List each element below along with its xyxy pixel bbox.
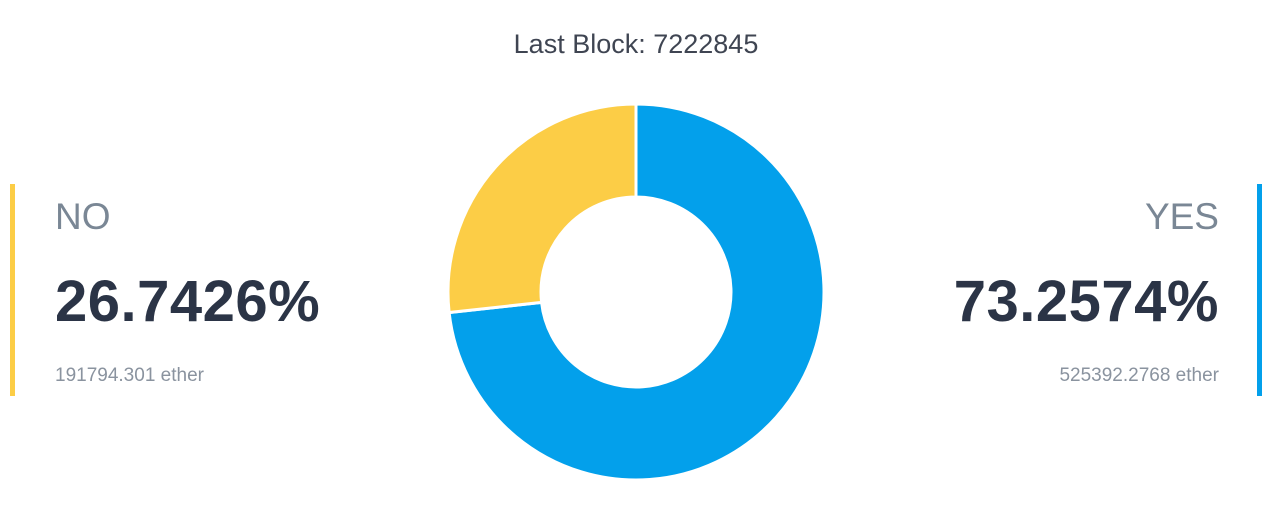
- last-block-title: Last Block: 7222845: [513, 29, 759, 59]
- donut-slices: [446, 102, 826, 482]
- donut-chart: [446, 102, 826, 482]
- yes-percent: 73.2574%: [953, 269, 1219, 334]
- donut-slice-no: [446, 102, 638, 315]
- yes-result-panel: YES 73.2574% 525392.2768 ether: [837, 184, 1262, 396]
- yes-label: YES: [1144, 196, 1219, 237]
- yes-amount: 525392.2768 ether: [1059, 365, 1219, 386]
- donut-slice-yes: [447, 102, 826, 482]
- no-result-panel: NO 26.7426% 191794.301 ether: [10, 184, 435, 396]
- no-amount: 191794.301 ether: [55, 365, 204, 386]
- no-percent: 26.7426%: [55, 269, 321, 334]
- no-label: NO: [55, 196, 111, 237]
